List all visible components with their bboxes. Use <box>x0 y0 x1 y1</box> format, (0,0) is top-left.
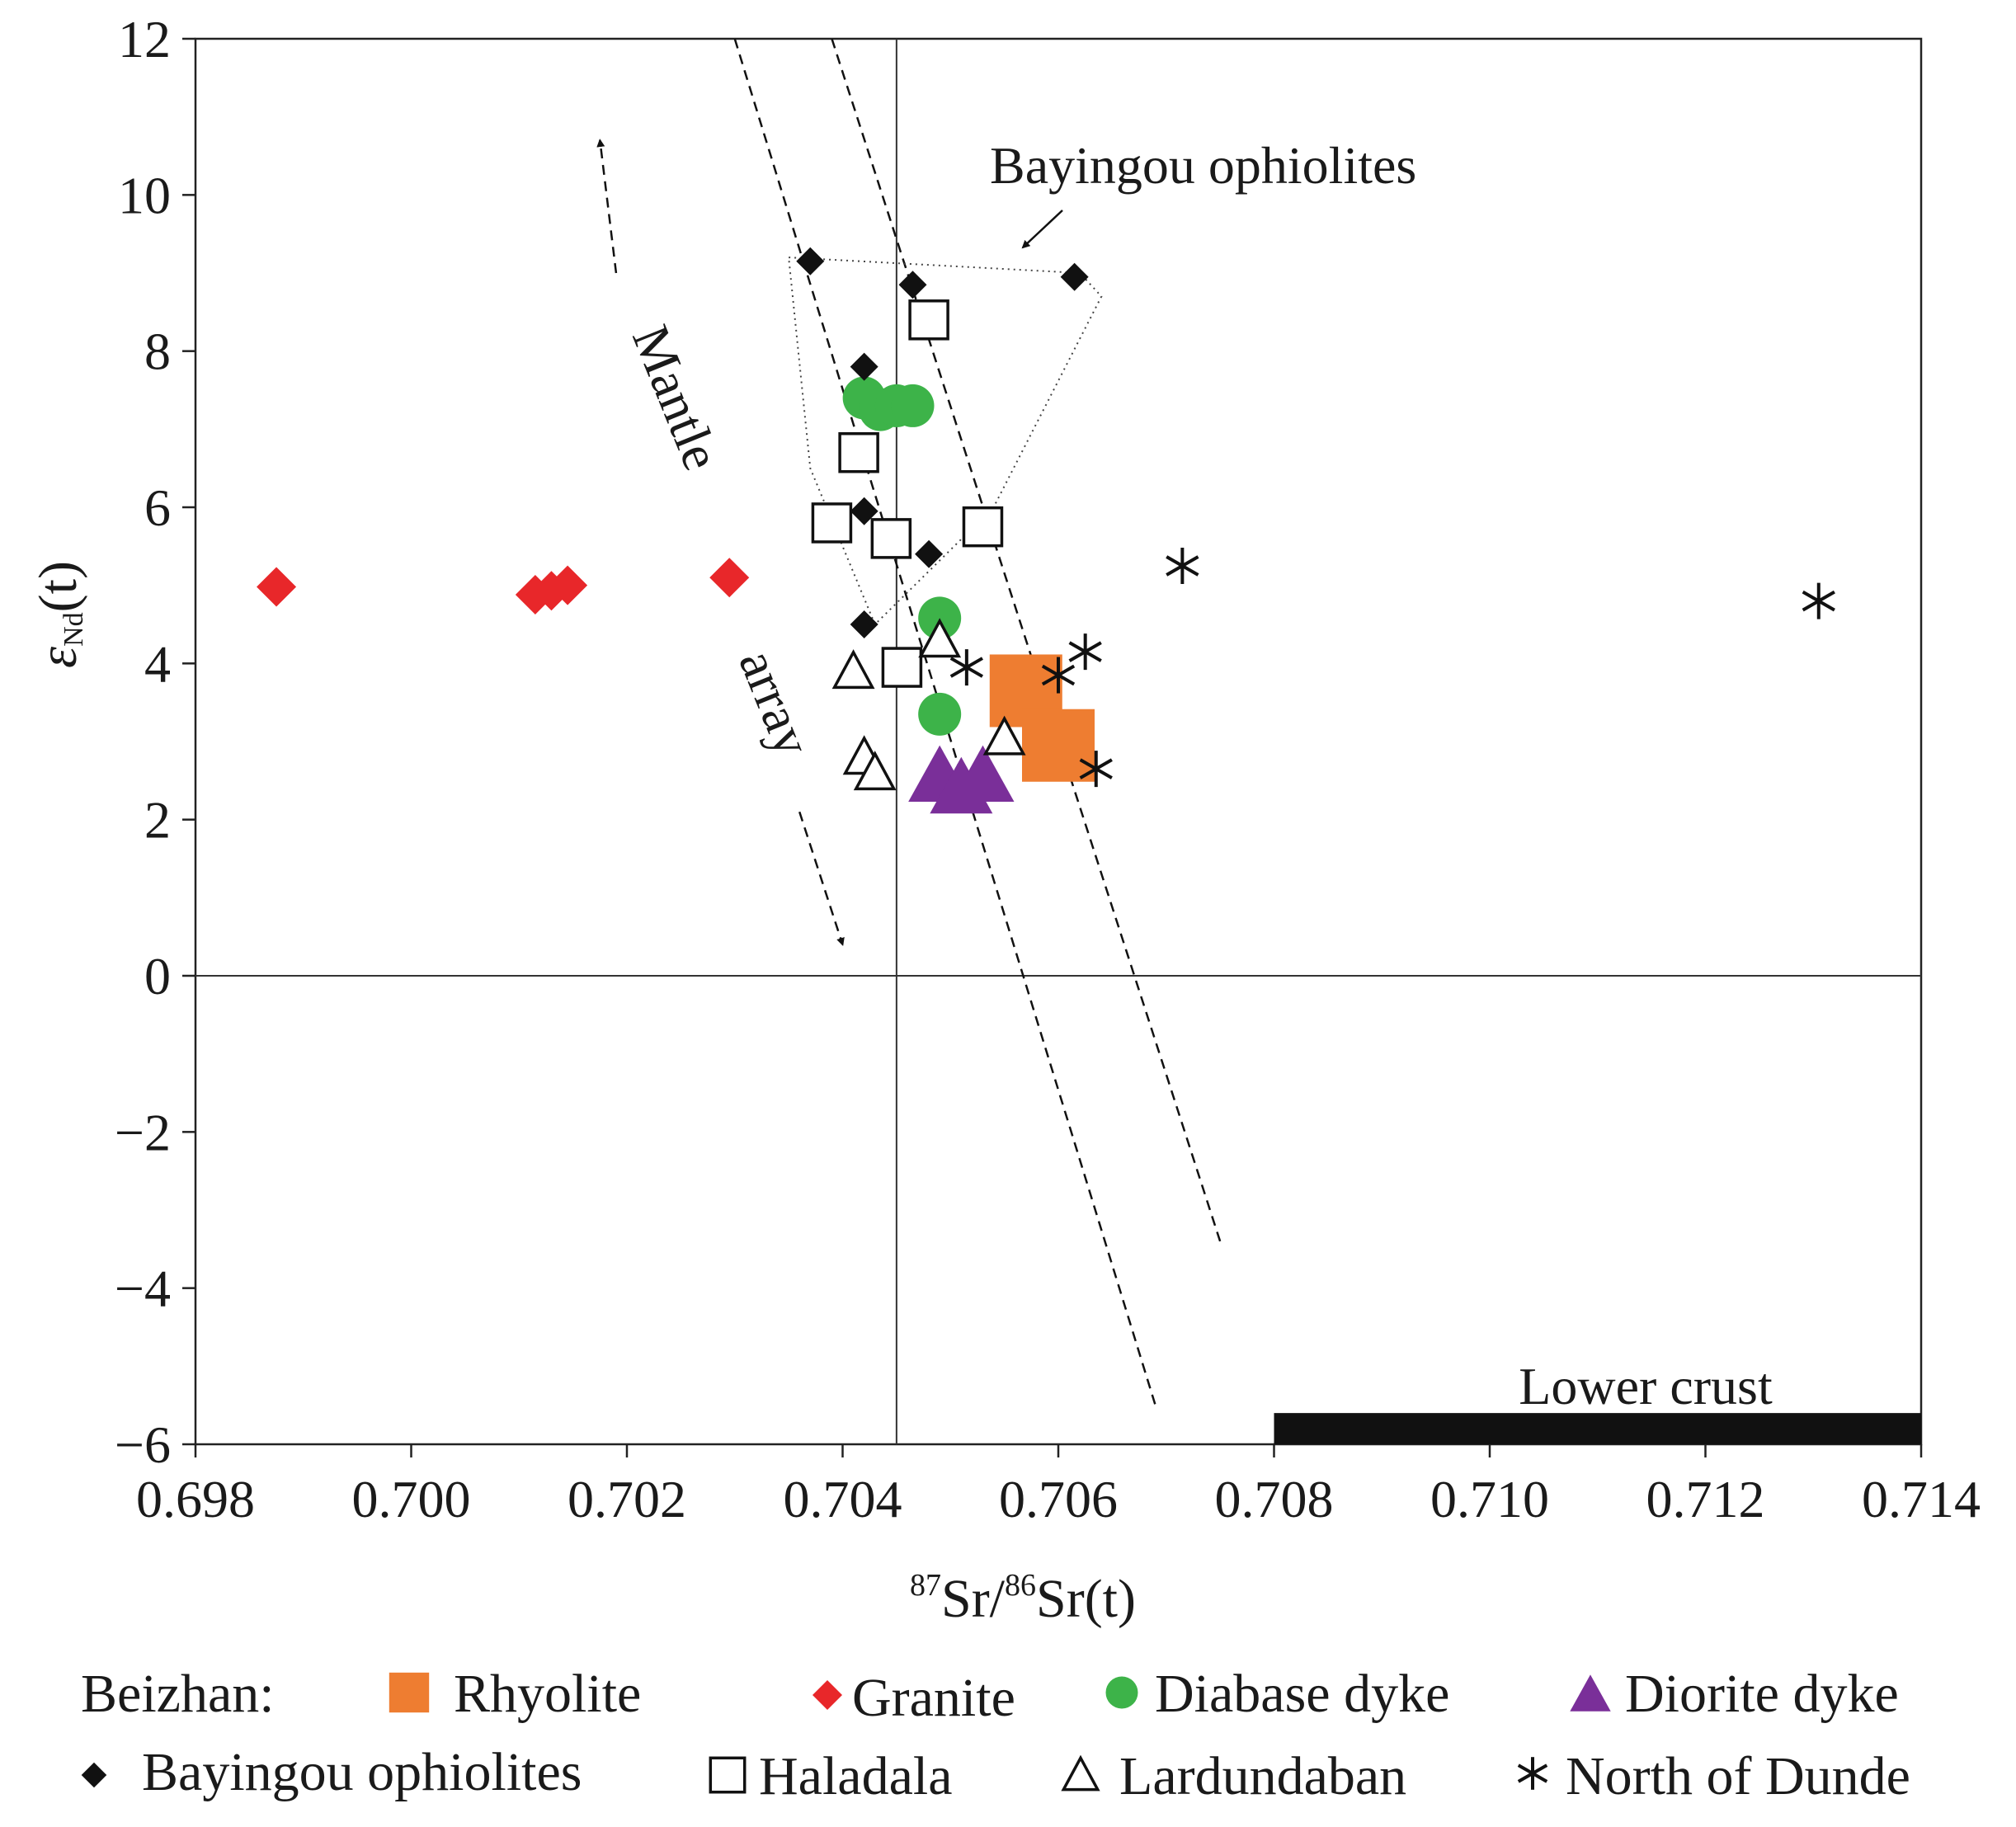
y-tick-label: 2 <box>144 791 171 850</box>
data-point-haladala <box>838 431 879 473</box>
x-tick-label: 0.706 <box>999 1470 1118 1528</box>
ophiolite-field-pointer <box>1021 210 1063 249</box>
data-point-north-of-dunde <box>1079 751 1113 788</box>
y-tick-label: 8 <box>144 323 171 381</box>
legend-marker-bayingou-ophiolites <box>81 1762 107 1788</box>
x-tick-label: 0.698 <box>136 1470 255 1528</box>
data-point-bayingou-ophiolites <box>850 352 878 381</box>
mantle-array-arrow-up <box>596 139 618 274</box>
legend-marker-granite <box>813 1680 842 1710</box>
legend-marker-lardundaban <box>1061 1754 1100 1792</box>
ophiolite-field-label: Bayingou ophiolites <box>990 136 1416 195</box>
y-tick-label: −6 <box>115 1415 171 1474</box>
legend-marker-north-of-dunde <box>1517 1757 1548 1790</box>
data-point-bayingou-ophiolites <box>898 271 927 299</box>
mantle-array-right-line <box>831 38 1222 1242</box>
lower-crust-bar <box>1274 1413 1921 1444</box>
legend-label-diorite-dyke: Diorite dyke <box>1625 1664 1899 1724</box>
lower-crust-label: Lower crust <box>1519 1357 1773 1415</box>
x-tick-label: 0.712 <box>1646 1470 1765 1528</box>
legend-group-label: Beizhan: <box>81 1664 275 1724</box>
data-point-haladala <box>870 518 912 559</box>
data-point-granite <box>548 565 588 605</box>
y-tick-label: 10 <box>118 166 171 224</box>
data-point-bayingou-ophiolites <box>1060 262 1089 291</box>
data-point-bayingou-ophiolites <box>796 247 825 275</box>
data-point-rhyolite <box>1022 709 1095 782</box>
data-point-north-of-dunde <box>1802 582 1835 619</box>
x-tick-label: 0.704 <box>784 1470 902 1528</box>
y-tick-label: 12 <box>118 10 171 68</box>
data-point-lardundaban <box>853 751 897 791</box>
x-tick-label: 0.708 <box>1215 1470 1334 1528</box>
legend-marker-diorite-dyke <box>1570 1674 1611 1712</box>
legend-label-haladala: Haladala <box>759 1746 953 1806</box>
x-tick-label: 0.700 <box>352 1470 471 1528</box>
data-point-haladala <box>881 647 923 688</box>
data-point-north-of-dunde <box>1166 548 1199 584</box>
y-tick-label: −2 <box>115 1103 171 1161</box>
data-point-lardundaban <box>831 649 875 690</box>
x-tick-label: 0.714 <box>1862 1470 1981 1528</box>
data-point-bayingou-ophiolites <box>850 610 878 638</box>
data-point-haladala <box>908 299 949 341</box>
legend-label-north-of-dunde: North of Dunde <box>1566 1746 1910 1806</box>
legend-marker-diabase-dyke <box>1105 1676 1138 1709</box>
y-tick-label: 4 <box>144 634 171 693</box>
data-point-north-of-dunde <box>1068 633 1102 671</box>
legend-label-granite: Granite <box>852 1668 1015 1728</box>
x-tick-label: 0.710 <box>1430 1470 1549 1528</box>
data-point-north-of-dunde <box>1041 657 1076 694</box>
x-tick-label: 0.702 <box>568 1470 686 1528</box>
legend: Beizhan: Rhyolite Granite Diabase dyke D… <box>81 1664 1910 1806</box>
data-point-diabase-dyke <box>891 384 935 427</box>
legend-marker-rhyolite <box>389 1672 430 1713</box>
y-tick-label: 6 <box>144 478 171 537</box>
y-axis-title: εNd(t) <box>28 561 89 668</box>
data-point-haladala <box>962 506 1004 548</box>
data-point-lardundaban <box>918 618 962 658</box>
x-axis-title: 87Sr/86Sr(t) <box>910 1568 1136 1629</box>
legend-label-lardundaban: Lardundaban <box>1119 1746 1406 1806</box>
data-point-lardundaban <box>982 715 1026 756</box>
data-point-diorite-dyke <box>951 745 1015 802</box>
legend-label-diabase-dyke: Diabase dyke <box>1155 1664 1449 1724</box>
mantle-array-arrow-down <box>798 811 845 947</box>
legend-marker-haladala <box>709 1756 747 1794</box>
y-tick-label: −4 <box>115 1260 171 1318</box>
legend-label-rhyolite: Rhyolite <box>454 1664 641 1724</box>
mantle-array-label-array: array <box>728 642 822 764</box>
data-point-haladala <box>811 502 853 544</box>
legend-label-bayingou-ophiolites: Bayingou ophiolites <box>142 1742 582 1802</box>
mantle-array-label-mantle: Mantle <box>621 318 732 478</box>
data-point-bayingou-ophiolites <box>915 539 944 568</box>
data-point-diabase-dyke <box>918 692 962 736</box>
data-point-granite <box>257 567 297 607</box>
data-point-north-of-dunde <box>949 649 983 686</box>
y-tick-label: 0 <box>144 947 171 1005</box>
data-point-granite <box>709 558 750 598</box>
